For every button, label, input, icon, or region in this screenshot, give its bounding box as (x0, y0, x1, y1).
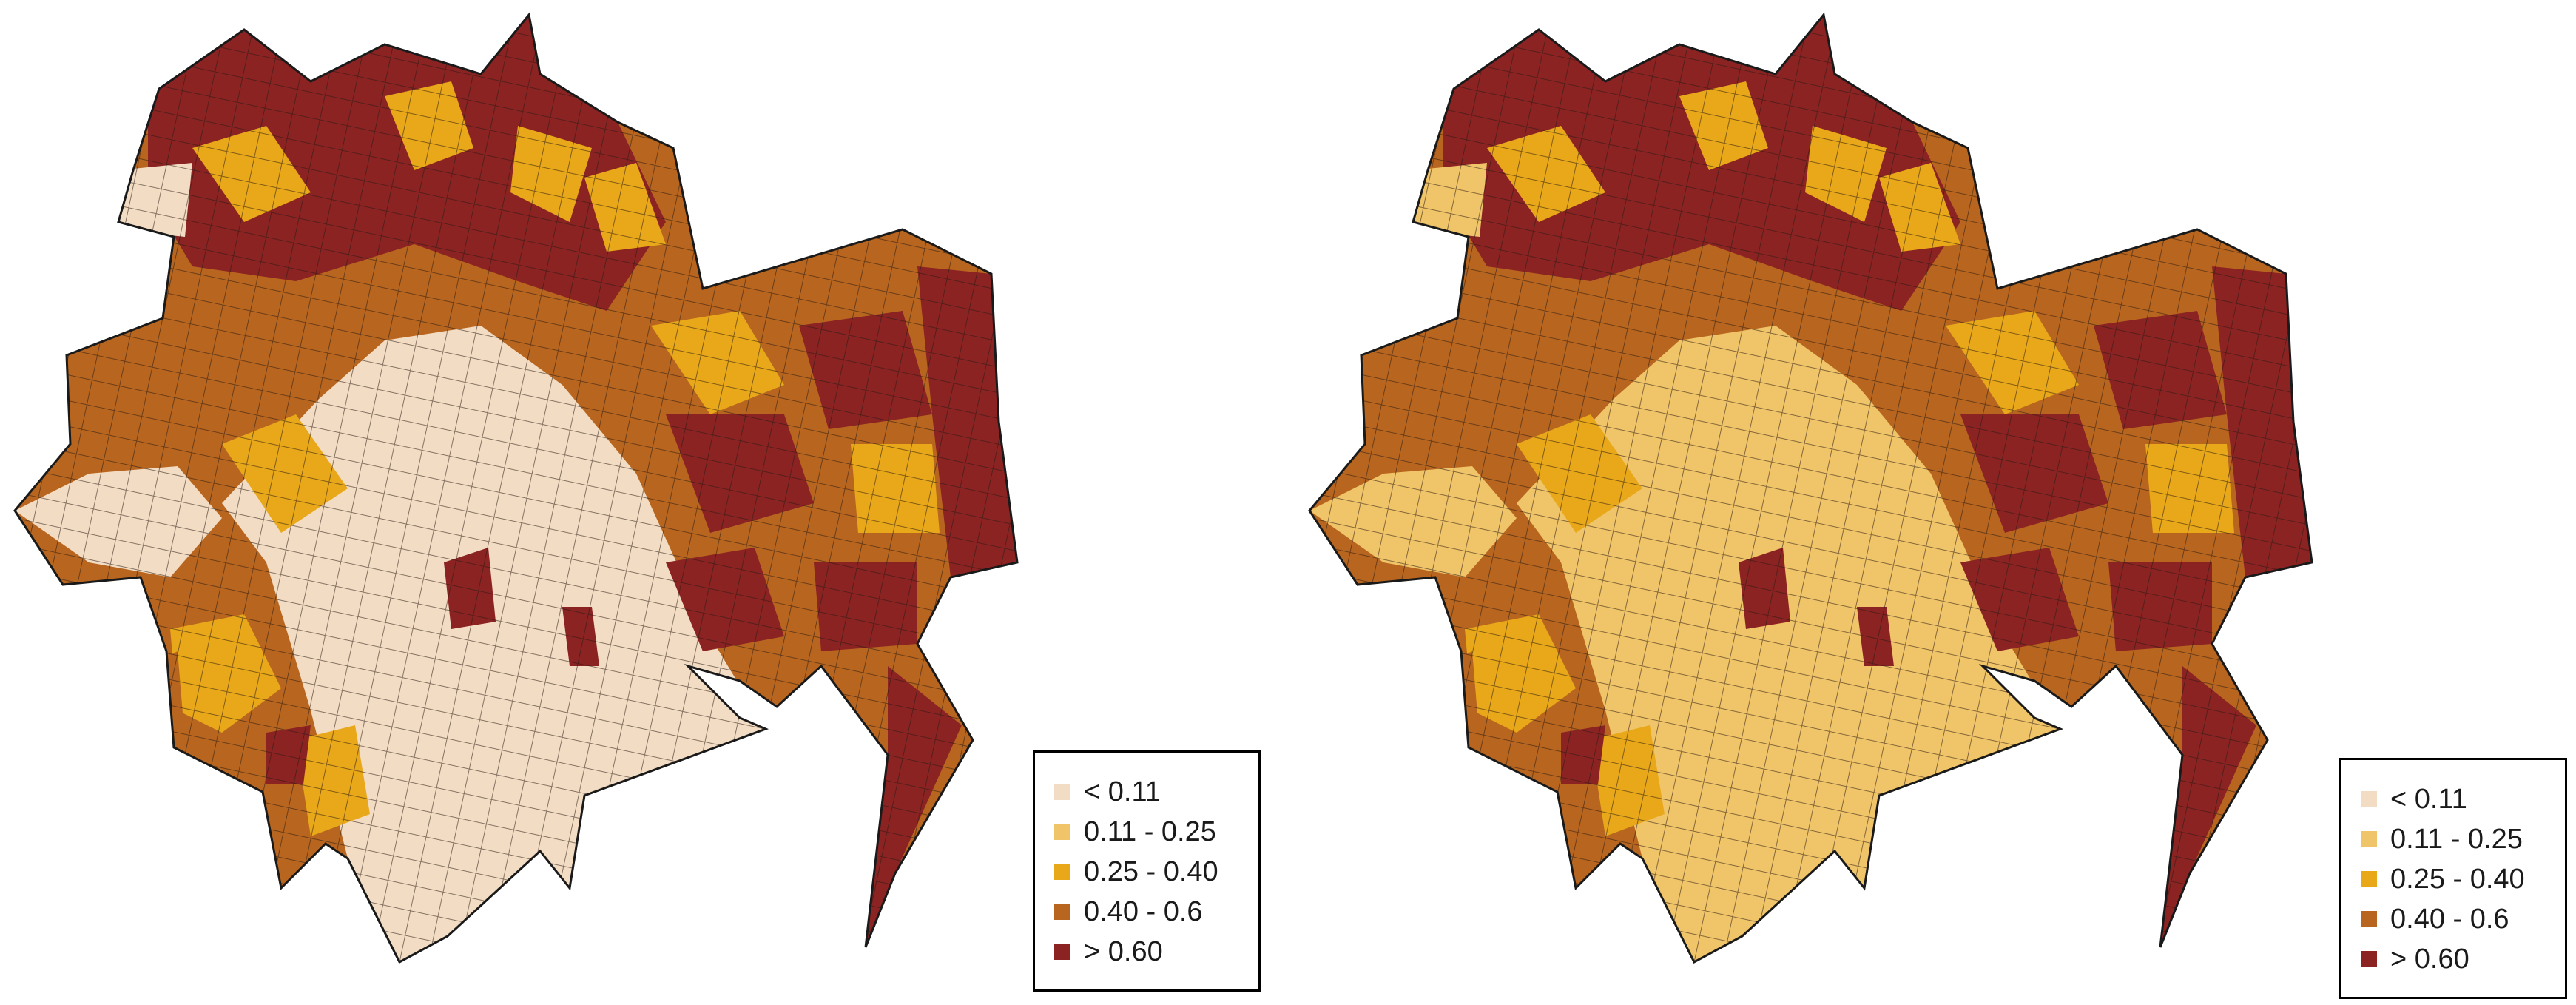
legend-label: < 0.11 (2390, 783, 2467, 815)
legend-item: 0.40 - 0.6 (2361, 899, 2565, 939)
legend-swatch (2361, 911, 2377, 927)
legend-swatch (1054, 944, 1070, 960)
legend-item: > 0.60 (2361, 939, 2565, 979)
legend-item: > 0.60 (1054, 932, 1258, 972)
legend-swatch (1054, 904, 1070, 920)
legend-right: < 0.11 0.11 - 0.25 0.25 - 0.40 0.40 - 0.… (2339, 758, 2567, 999)
legend-label: 0.40 - 0.6 (1084, 895, 1203, 927)
legend-label: > 0.60 (2390, 943, 2469, 975)
legend-item: 0.11 - 0.25 (1054, 812, 1258, 852)
legend-swatch (1054, 784, 1070, 800)
map-polygons-right (1308, 12, 2313, 964)
legend-label: 0.11 - 0.25 (2390, 823, 2523, 855)
legend-item: 0.40 - 0.6 (1054, 892, 1258, 932)
legend-swatch (1054, 864, 1070, 880)
legend-label: 0.25 - 0.40 (2390, 863, 2525, 895)
choropleth-map-left (13, 12, 1019, 964)
legend-item: < 0.11 (2361, 779, 2565, 819)
legend-left: < 0.11 0.11 - 0.25 0.25 - 0.40 0.40 - 0.… (1033, 750, 1261, 992)
legend-swatch (2361, 831, 2377, 847)
legend-swatch (2361, 791, 2377, 807)
legend-label: 0.11 - 0.25 (1084, 816, 1216, 847)
choropleth-map-right (1308, 12, 2313, 964)
legend-label: < 0.11 (1084, 776, 1161, 807)
legend-item: 0.25 - 0.40 (2361, 859, 2565, 899)
legend-label: > 0.60 (1084, 935, 1163, 967)
legend-item: 0.25 - 0.40 (1054, 852, 1258, 892)
legend-label: 0.40 - 0.6 (2390, 903, 2509, 935)
legend-item: 0.11 - 0.25 (2361, 819, 2565, 859)
legend-swatch (1054, 824, 1070, 840)
legend-swatch (2361, 951, 2377, 967)
legend-label: 0.25 - 0.40 (1084, 856, 1218, 887)
legend-item: < 0.11 (1054, 772, 1258, 812)
legend-swatch (2361, 871, 2377, 887)
map-polygons-left (13, 12, 1019, 964)
